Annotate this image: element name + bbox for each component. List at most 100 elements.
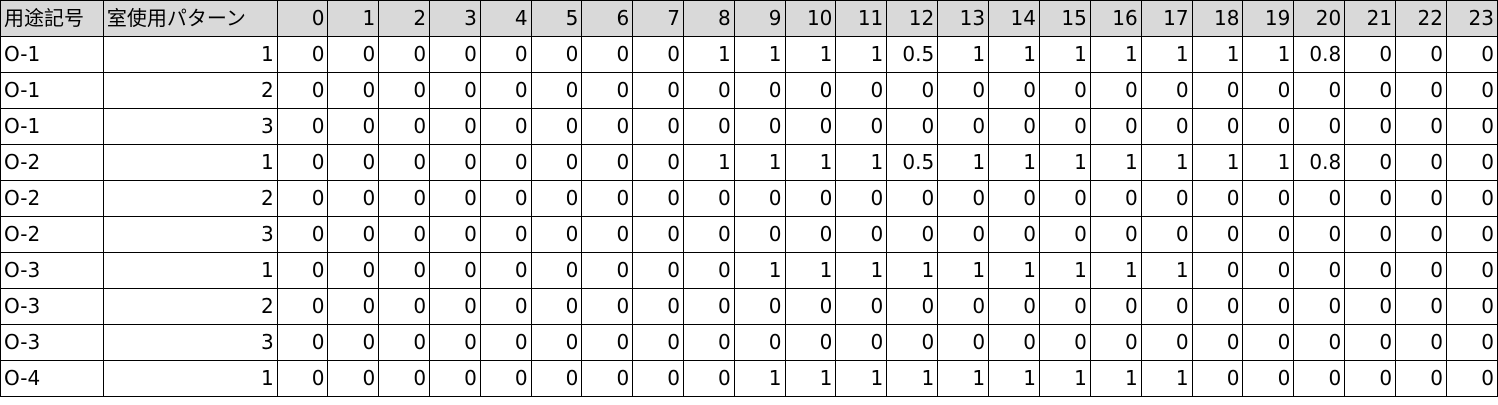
table-row: O-1 2 0 0 0 0 0 0 0 0 0 0 0 0 0 0 0 0 0 0 0 0 0 0 0 0 — [0, 72, 1498, 109]
cell-hour-value: 1 — [1140, 144, 1193, 181]
cell-hour-value: 0 — [378, 216, 431, 253]
cell-hour-value: 0 — [1242, 252, 1295, 289]
cell-hour-value: 0.5 — [886, 36, 939, 73]
cell-hour-value: 0 — [1191, 288, 1244, 325]
header-hour-22: 22 — [1395, 0, 1447, 37]
cell-hour-value: 0 — [1395, 36, 1447, 73]
cell-hour-value: 1 — [988, 252, 1040, 289]
cell-hour-value: 0 — [733, 108, 786, 145]
cell-hour-value: 1 — [937, 144, 990, 181]
cell-usage-code: O-4 — [0, 360, 104, 397]
cell-hour-value: 0 — [378, 252, 431, 289]
header-hour-5: 5 — [530, 0, 583, 37]
header-hour-3: 3 — [429, 0, 481, 37]
cell-hour-value: 1 — [1089, 36, 1142, 73]
cell-hour-value: 0 — [682, 72, 735, 109]
cell-hour-value: 0 — [1395, 288, 1447, 325]
header-hour-9: 9 — [733, 0, 786, 37]
cell-hour-value: 1 — [733, 360, 786, 397]
cell-hour-value: 0 — [1140, 216, 1193, 253]
cell-hour-value: 0 — [1395, 108, 1447, 145]
cell-hour-value: 1 — [1140, 360, 1193, 397]
cell-usage-code: O-1 — [0, 72, 104, 109]
cell-hour-value: 1 — [937, 360, 990, 397]
cell-hour-value: 1 — [835, 252, 888, 289]
cell-hour-value: 0 — [429, 36, 481, 73]
cell-hour-value: 0 — [1445, 288, 1498, 325]
cell-usage-code: O-2 — [0, 144, 104, 181]
cell-hour-value: 1 — [988, 360, 1040, 397]
cell-hour-value: 0 — [1293, 216, 1346, 253]
cell-hour-value: 0 — [581, 360, 634, 397]
cell-hour-value: 0 — [632, 72, 684, 109]
table-row: O-4 1 0 0 0 0 0 0 0 0 0 1 1 1 1 1 1 1 1 1 0 0 0 0 0 0 — [0, 360, 1498, 397]
header-hour-21: 21 — [1344, 0, 1397, 37]
cell-hour-value: 0 — [1038, 216, 1091, 253]
cell-hour-value: 0 — [682, 108, 735, 145]
cell-hour-value: 0 — [835, 216, 888, 253]
cell-hour-value: 0 — [276, 288, 329, 325]
cell-hour-value: 1 — [784, 252, 837, 289]
cell-hour-value: 0 — [581, 288, 634, 325]
cell-hour-value: 0 — [276, 108, 329, 145]
cell-hour-value: 0 — [632, 144, 684, 181]
cell-hour-value: 0 — [733, 72, 786, 109]
cell-hour-value: 0 — [1395, 252, 1447, 289]
cell-hour-value: 0 — [429, 108, 481, 145]
cell-hour-value: 1 — [1089, 252, 1142, 289]
cell-hour-value: 0 — [1395, 144, 1447, 181]
table-row: O-2 3 0 0 0 0 0 0 0 0 0 0 0 0 0 0 0 0 0 0 0 0 0 0 0 0 — [0, 216, 1498, 253]
cell-room-pattern: 2 — [102, 288, 278, 325]
cell-hour-value: 0 — [835, 72, 888, 109]
cell-hour-value: 0 — [327, 36, 380, 73]
cell-hour-value: 0 — [581, 216, 634, 253]
cell-hour-value: 0 — [1293, 252, 1346, 289]
cell-hour-value: 0 — [988, 216, 1040, 253]
cell-hour-value: 0 — [1038, 72, 1091, 109]
cell-hour-value: 0 — [835, 108, 888, 145]
cell-hour-value: 0 — [1140, 324, 1193, 361]
cell-hour-value: 0 — [784, 108, 837, 145]
cell-hour-value: 0 — [937, 72, 990, 109]
cell-hour-value: 0 — [479, 252, 532, 289]
cell-hour-value: 0 — [1191, 252, 1244, 289]
cell-hour-value: 0.8 — [1293, 36, 1346, 73]
header-hour-10: 10 — [784, 0, 837, 37]
cell-room-pattern: 2 — [102, 72, 278, 109]
cell-hour-value: 0.8 — [1293, 144, 1346, 181]
cell-hour-value: 0 — [276, 36, 329, 73]
cell-hour-value: 0 — [937, 216, 990, 253]
cell-hour-value: 0 — [276, 216, 329, 253]
cell-hour-value: 1 — [1038, 36, 1091, 73]
cell-hour-value: 0 — [479, 216, 532, 253]
cell-hour-value: 0 — [784, 72, 837, 109]
cell-room-pattern: 1 — [102, 144, 278, 181]
cell-hour-value: 0 — [1344, 180, 1397, 217]
header-hour-13: 13 — [937, 0, 990, 37]
cell-hour-value: 0 — [276, 144, 329, 181]
cell-hour-value: 0 — [327, 324, 380, 361]
cell-hour-value: 0 — [835, 180, 888, 217]
cell-hour-value: 0 — [682, 288, 735, 325]
cell-hour-value: 0 — [682, 324, 735, 361]
cell-hour-value: 0 — [1293, 180, 1346, 217]
cell-hour-value: 0 — [1395, 360, 1447, 397]
cell-hour-value: 0 — [835, 324, 888, 361]
cell-hour-value: 0 — [581, 180, 634, 217]
cell-hour-value: 0 — [1038, 108, 1091, 145]
cell-hour-value: 0 — [479, 360, 532, 397]
cell-hour-value: 1 — [937, 36, 990, 73]
cell-hour-value: 0 — [276, 360, 329, 397]
cell-hour-value: 0 — [1242, 216, 1295, 253]
cell-hour-value: 0 — [1089, 288, 1142, 325]
cell-hour-value: 0 — [733, 324, 786, 361]
cell-hour-value: 0 — [378, 324, 431, 361]
cell-hour-value: 0 — [1445, 144, 1498, 181]
cell-hour-value: 0 — [937, 288, 990, 325]
cell-hour-value: 0 — [1140, 288, 1193, 325]
cell-hour-value: 1 — [886, 360, 939, 397]
table-row: O-3 2 0 0 0 0 0 0 0 0 0 0 0 0 0 0 0 0 0 0 0 0 0 0 0 0 — [0, 288, 1498, 325]
cell-hour-value: 0 — [886, 72, 939, 109]
header-hour-23: 23 — [1445, 0, 1498, 37]
